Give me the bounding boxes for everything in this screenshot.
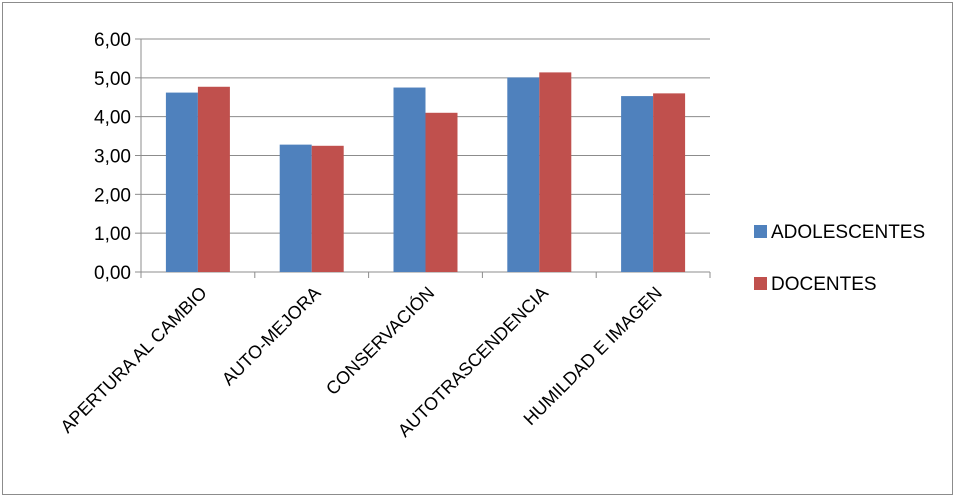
- legend-label-docentes: DOCENTES: [771, 274, 877, 295]
- bar-chart: 0,00 1,00 2,00 3,00 4,00 5,00 6,00 APERTURA AL…: [57, 30, 926, 441]
- bar-docentes-2: [425, 112, 458, 273]
- bar-adolescentes-4: [621, 96, 654, 273]
- y-tick-labels: 0,00 1,00 2,00 3,00 4,00 5,00 6,00: [94, 30, 131, 284]
- bar-adolescentes-1: [279, 144, 312, 272]
- bar-adolescentes-3: [507, 77, 540, 272]
- bar-docentes-3: [539, 72, 572, 272]
- x-tick-labels: APERTURA AL CAMBIO AUTO-MEJORACONSERVACIÓ…: [57, 282, 666, 441]
- bars: [165, 72, 686, 273]
- x-tick-label: APERTURA AL CAMBIO: [57, 283, 211, 437]
- bar-adolescentes-2: [393, 87, 426, 273]
- legend-label-adolescentes: ADOLESCENTES: [771, 222, 925, 243]
- bar-docentes-4: [653, 93, 686, 272]
- legend-swatch-adolescentes: [754, 225, 767, 238]
- x-tick-label: CONSERVACIÓN: [321, 282, 438, 399]
- legend: ADOLESCENTES DOCENTES: [754, 222, 925, 295]
- bar-docentes-1: [311, 145, 344, 272]
- y-tick-label: 5,00: [94, 69, 131, 90]
- y-tick-label: 4,00: [94, 108, 131, 129]
- y-tick-label: 6,00: [94, 30, 131, 51]
- y-tick-label: 3,00: [94, 147, 131, 168]
- x-tick-label: AUTO-MEJORA: [218, 283, 325, 390]
- y-tick-label: 0,00: [94, 263, 131, 284]
- bar-docentes-0: [197, 86, 230, 272]
- legend-swatch-docentes: [754, 277, 767, 290]
- y-tick-label: 1,00: [94, 224, 131, 245]
- bar-adolescentes-0: [165, 92, 198, 272]
- y-tick-label: 2,00: [94, 185, 131, 206]
